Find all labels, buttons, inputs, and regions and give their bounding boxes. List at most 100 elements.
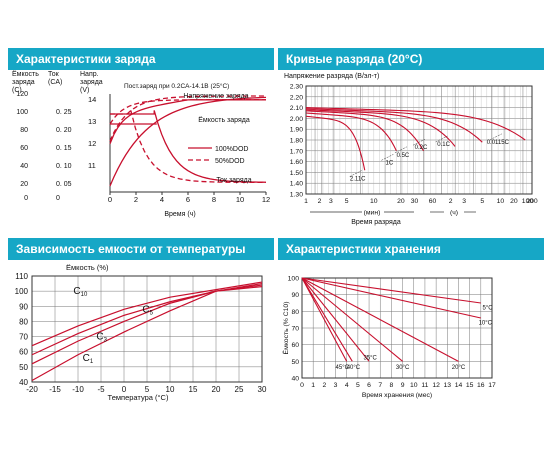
charge-x-tick: 10 [236,195,244,204]
charge-capacity-label: Ёмкость заряда [198,116,250,124]
storage-curve-5°C [301,277,481,304]
temperature-panel-title: Зависимость емкости от температуры [8,238,274,260]
discharge-curve-label: 1C [386,160,394,166]
temperature-curve-C1 [31,282,263,382]
current-tick: 0. 20 [56,127,72,134]
discharge-x-tick: 3 [462,198,466,205]
discharge-curve-0.5C [305,110,424,152]
temperature-y-tick: 90 [19,302,28,311]
charge-voltage-curve-50 [109,99,267,125]
storage-x-tick: 7 [378,382,382,389]
storage-temp-label: 30°C [396,365,410,371]
storage-x-tick: 1 [311,382,315,389]
capacity-tick: 40 [20,163,28,170]
temperature-x-tick: -15 [49,385,61,394]
storage-y-tick: 80 [291,309,299,316]
storage-x-tick: 17 [488,382,496,389]
storage-x-tick: 11 [421,382,428,389]
temperature-y-tick: 80 [19,317,28,326]
temperature-label-c10: C10 [73,286,88,298]
temperature-x-tick: 10 [166,385,175,394]
temperature-x-tick: -10 [72,385,84,394]
charge-current-curve-50 [110,110,267,184]
discharge-y-tick: 2.30 [290,84,303,91]
temperature-x-tick: -5 [97,385,105,394]
charge-capacity-curve-100 [109,96,267,187]
discharge-label-leader [489,133,502,141]
discharge-curve-0.0115C [305,107,526,141]
charge-voltage-label: Напряжение заряда [183,93,248,100]
legend-100dod: 100%DOD [215,146,248,153]
discharge-panel-title: Кривые разряда (20°C) [278,48,544,70]
charge-current-label: Ток заряда [216,177,251,184]
storage-curve-35°C [301,277,370,362]
current-tick: 0. 10 [56,163,72,170]
discharge-x-tick: 30 [411,198,419,205]
charge-panel-title: Характеристики заряда [8,48,274,70]
storage-temp-label: 5°C [482,306,493,312]
voltage-tick: 13 [88,117,96,126]
current-tick: 0. 25 [56,109,72,116]
discharge-x-tick: 20 [397,198,405,205]
temperature-label-c1: C1 [83,353,94,365]
discharge-x-tick: 200 [526,198,538,205]
temperature-y-tick: 110 [15,272,28,281]
voltage-axis-label: (V) [80,87,89,94]
discharge-curve-label: 0.1C [437,142,450,148]
storage-y-tick: 40 [291,376,299,383]
storage-x-tick: 5 [356,382,360,389]
storage-y-label: Ёмкость (% C10) [282,302,290,355]
charge-chart: Ёмкостьзаряда(C)Ток(CA)Напр.заряда(V)Пос… [12,70,270,218]
storage-x-tick: 4 [345,382,349,389]
discharge-x-tick: 10 [497,198,505,205]
storage-x-tick: 8 [390,382,394,389]
temperature-x-tick: 15 [189,385,198,394]
storage-curve-30°C [301,277,403,362]
discharge-x-tick: 3 [329,198,333,205]
charge-x-tick: 0 [108,195,112,204]
capacity-axis-label: заряда [12,79,35,86]
storage-x-tick: 3 [334,382,338,389]
discharge-curve-0.1C [305,108,483,143]
capacity-tick: 0 [24,195,28,202]
temperature-label-c3: C3 [96,332,107,344]
storage-x-label: Время хранения (мес) [362,392,432,399]
discharge-y-tick: 2.10 [290,105,303,112]
capacity-tick: 120 [16,91,28,98]
storage-x-tick: 15 [466,382,474,389]
charge-capacity-curve-50 [109,95,267,142]
storage-x-tick: 2 [322,382,326,389]
discharge-x-tick: 1 [304,198,308,205]
temperature-x-tick: 0 [122,385,127,394]
storage-curve-20°C [301,277,459,362]
storage-x-tick: 10 [410,382,418,389]
discharge-curve-label: 0.0115C [487,140,510,146]
temperature-y-tick: 100 [15,287,29,296]
capacity-tick: 100 [16,109,28,116]
charge-x-tick: 8 [212,195,216,204]
discharge-x-tick: 100 [522,198,534,205]
storage-x-tick: 12 [432,382,440,389]
storage-temp-label: 20°C [452,365,466,371]
discharge-y-tick: 1.90 [290,127,303,134]
voltage-axis-label: Напр. [80,71,99,78]
temperature-y-tick: 60 [19,348,28,357]
temperature-y-tick: 40 [19,378,28,387]
discharge-x-tick: 5 [480,198,484,205]
charge-x-tick: 6 [186,195,190,204]
storage-panel-title: Характеристики хранения [278,238,544,260]
storage-y-tick: 70 [291,326,299,333]
discharge-unit-h: (ч) [450,210,458,217]
discharge-x-tick: 20 [510,198,518,205]
storage-curve-40°C [301,277,353,362]
discharge-y-tick: 1.50 [290,170,303,177]
storage-curve-45°C [301,277,348,362]
discharge-x-tick: 2 [449,198,453,205]
current-axis-label: Ток [48,71,60,78]
discharge-y-tick: 1.80 [290,138,303,145]
storage-y-tick: 100 [288,276,300,283]
discharge-y-tick: 1.70 [290,148,303,155]
storage-y-tick: 60 [291,342,299,349]
discharge-label-leader [435,135,448,143]
